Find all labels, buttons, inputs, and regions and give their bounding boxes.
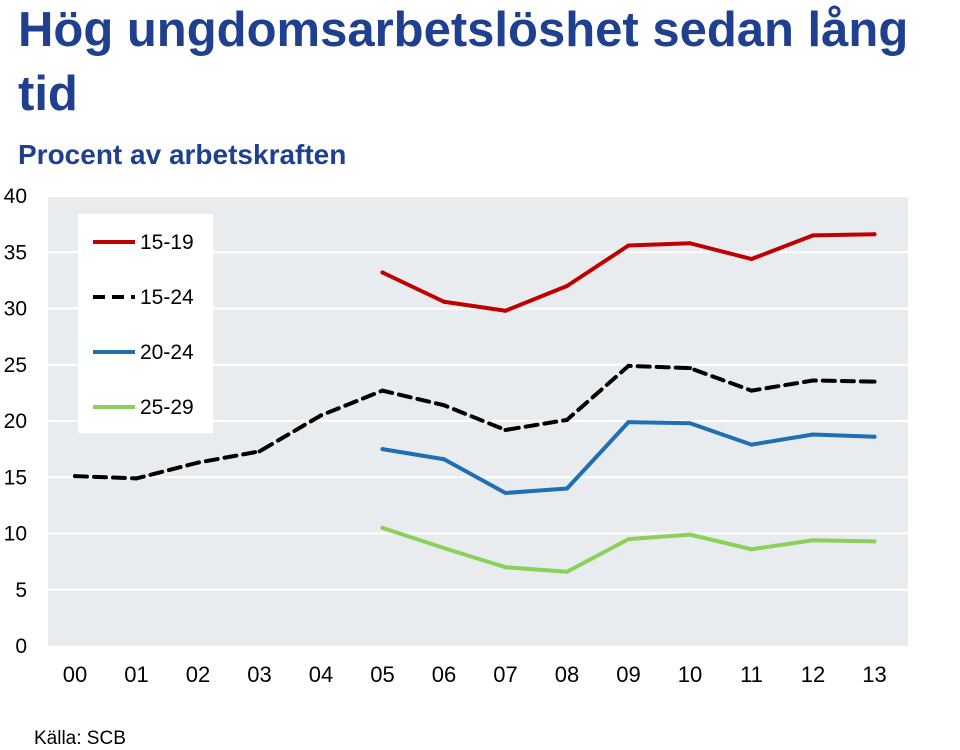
y-tick-label: 30 xyxy=(4,298,27,321)
x-tick-label: 11 xyxy=(740,662,763,687)
data-point-15-19 xyxy=(749,257,754,261)
y-tick-label: 0 xyxy=(15,635,27,658)
y-tick-label: 5 xyxy=(15,579,27,602)
data-point-15-24 xyxy=(872,379,877,384)
data-point-15-24 xyxy=(257,449,262,454)
legend-label-15-24: 15-24 xyxy=(140,286,194,309)
x-tick-label: 02 xyxy=(186,662,210,687)
data-point-15-19 xyxy=(811,233,815,238)
legend xyxy=(78,214,213,433)
x-tick-label: 00 xyxy=(63,662,87,687)
data-point-20-24 xyxy=(811,432,815,437)
x-tick-label: 12 xyxy=(801,662,825,687)
data-point-15-19 xyxy=(565,284,569,288)
chart-source: Källa: SCB xyxy=(34,728,126,749)
y-tick-label: 15 xyxy=(4,466,27,489)
x-tick-label: 05 xyxy=(370,662,394,687)
data-point-15-24 xyxy=(196,460,200,465)
x-tick-label: 10 xyxy=(678,662,702,687)
data-point-15-24 xyxy=(565,417,569,422)
data-point-15-24 xyxy=(319,413,323,418)
data-point-15-24 xyxy=(380,388,385,393)
data-point-20-24 xyxy=(380,447,385,452)
data-point-25-29 xyxy=(503,565,508,570)
y-tick-label: 25 xyxy=(4,354,27,377)
y-tick-label: 10 xyxy=(4,523,27,546)
legend-label-15-19: 15-19 xyxy=(140,231,194,254)
data-point-25-29 xyxy=(749,547,754,552)
x-tick-label: 03 xyxy=(247,662,271,687)
chart-title: Hög ungdomsarbetslöshet sedan lång tid xyxy=(18,3,909,121)
data-point-20-24 xyxy=(688,421,692,426)
y-tick-label: 20 xyxy=(4,410,27,433)
x-tick-label: 13 xyxy=(862,662,886,687)
data-point-20-24 xyxy=(442,457,446,462)
data-point-25-29 xyxy=(442,546,446,551)
x-tick-label: 04 xyxy=(309,662,333,687)
data-point-15-24 xyxy=(442,403,446,408)
data-point-15-24 xyxy=(811,378,815,383)
data-point-25-29 xyxy=(380,525,385,530)
data-point-25-29 xyxy=(565,569,569,574)
data-point-15-19 xyxy=(688,241,692,246)
data-point-20-24 xyxy=(503,491,508,495)
data-point-15-24 xyxy=(134,476,139,481)
chart-subtitle: Procent av arbetskraften xyxy=(18,139,347,170)
data-point-15-19 xyxy=(442,299,446,304)
x-tick-label: 06 xyxy=(432,662,456,687)
data-point-25-29 xyxy=(811,538,815,543)
legend-label-20-24: 20-24 xyxy=(140,341,194,364)
y-tick-label: 35 xyxy=(4,241,27,264)
data-point-15-24 xyxy=(626,363,631,368)
data-point-15-19 xyxy=(872,232,877,237)
x-tick-label: 07 xyxy=(493,662,517,687)
data-point-15-19 xyxy=(503,308,508,313)
data-point-25-29 xyxy=(626,537,631,542)
x-tick-label: 08 xyxy=(555,662,579,687)
legend-label-25-29: 25-29 xyxy=(140,396,194,419)
data-point-20-24 xyxy=(626,420,631,425)
x-tick-label: 01 xyxy=(124,662,148,687)
data-point-15-19 xyxy=(380,270,385,275)
data-point-15-24 xyxy=(749,388,754,393)
series-line-15-24 xyxy=(73,363,877,481)
data-point-15-19 xyxy=(626,243,631,248)
data-point-20-24 xyxy=(565,486,569,491)
data-point-15-24 xyxy=(688,366,692,371)
data-point-25-29 xyxy=(688,532,692,537)
x-tick-label: 09 xyxy=(616,662,640,687)
y-tick-label: 40 xyxy=(4,185,27,208)
data-point-25-29 xyxy=(872,539,877,544)
data-point-20-24 xyxy=(872,434,877,439)
data-point-15-24 xyxy=(73,474,77,479)
data-point-20-24 xyxy=(749,442,754,447)
data-point-15-24 xyxy=(503,428,508,432)
